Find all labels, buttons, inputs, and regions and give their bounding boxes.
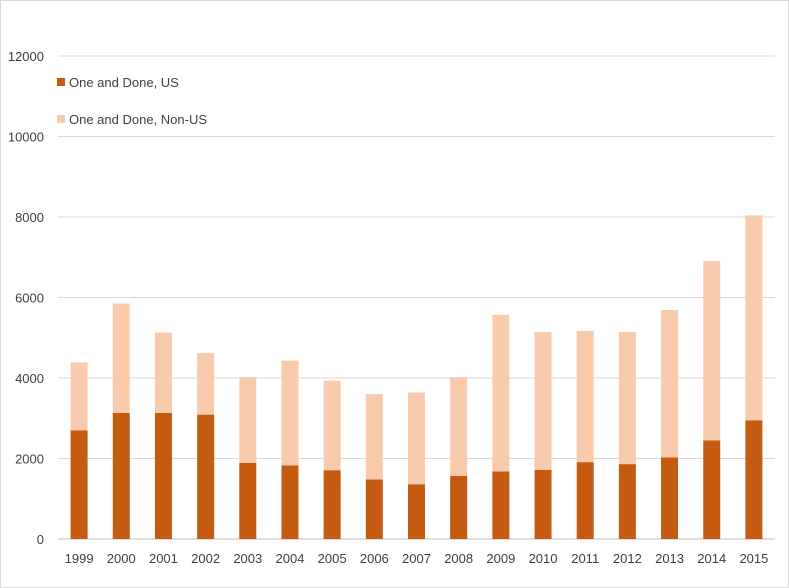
x-tick-label: 2009 (486, 551, 515, 566)
bar-us[interactable] (197, 414, 215, 539)
x-tick-label: 2002 (191, 551, 220, 566)
bar-us[interactable] (450, 475, 468, 539)
bar-us[interactable] (618, 464, 636, 539)
legend: One and Done, US One and Done, Non-US (57, 75, 207, 127)
x-tick-label: 2008 (444, 551, 473, 566)
bar-non-us[interactable] (492, 314, 510, 472)
x-tick-label: 2013 (655, 551, 684, 566)
x-tick-label: 2010 (529, 551, 558, 566)
legend-label-us: One and Done, US (69, 75, 179, 90)
x-tick-label: 2005 (318, 551, 347, 566)
bar-us[interactable] (408, 484, 425, 539)
bar-non-us[interactable] (197, 353, 215, 415)
x-tick-label: 2007 (402, 551, 431, 566)
bar-non-us[interactable] (745, 215, 763, 421)
x-tick-label: 2014 (697, 551, 726, 566)
x-tick-label: 2012 (613, 551, 642, 566)
x-tick-label: 2004 (276, 551, 305, 566)
bar-us[interactable] (492, 471, 510, 539)
legend-swatch-us (57, 78, 65, 86)
legend-swatch-non-us (57, 115, 65, 123)
x-tick-label: 2006 (360, 551, 389, 566)
bar-us[interactable] (70, 430, 88, 539)
bar-non-us[interactable] (450, 377, 468, 476)
bar-us[interactable] (112, 413, 130, 539)
x-tick-label: 2011 (571, 551, 599, 566)
bar-us[interactable] (154, 413, 172, 539)
bar-non-us[interactable] (112, 303, 130, 414)
bar-non-us[interactable] (576, 330, 594, 463)
bar-non-us[interactable] (239, 377, 257, 463)
bar-non-us[interactable] (70, 362, 88, 431)
y-tick-label: 2000 (15, 452, 44, 467)
gridlines (58, 55, 775, 540)
bar-us[interactable] (534, 469, 552, 539)
bar-us[interactable] (323, 470, 341, 539)
bar-us[interactable] (661, 457, 679, 539)
y-tick-label: 10000 (8, 130, 44, 145)
bar-non-us[interactable] (703, 260, 721, 441)
bar-non-us[interactable] (534, 332, 552, 470)
bar-us[interactable] (365, 479, 383, 539)
bar-non-us[interactable] (618, 332, 636, 465)
x-tick-label: 1999 (65, 551, 94, 566)
y-tick-label: 12000 (8, 49, 44, 64)
bar-non-us[interactable] (323, 380, 341, 471)
bar-non-us[interactable] (408, 392, 425, 485)
x-tick-label: 2015 (739, 551, 768, 566)
bar-non-us[interactable] (661, 309, 679, 458)
x-tick-label: 2001 (149, 551, 178, 566)
y-tick-label: 6000 (15, 291, 44, 306)
y-tick-label: 4000 (15, 371, 44, 386)
bar-us[interactable] (745, 420, 763, 539)
x-axis: 1999 2000 2001 2002 2003 2004 2005 2006 2007 2008… (65, 551, 769, 566)
legend-item-non-us[interactable]: One and Done, Non-US (57, 112, 207, 127)
bar-us[interactable] (281, 465, 299, 539)
x-tick-label: 2003 (233, 551, 262, 566)
legend-label-non-us: One and Done, Non-US (69, 112, 207, 127)
bar-us[interactable] (703, 440, 721, 539)
bar-non-us[interactable] (154, 332, 172, 414)
y-axis: 0 2000 4000 6000 8000 10000 12000 (8, 49, 44, 547)
x-tick-label: 2000 (107, 551, 136, 566)
bar-us[interactable] (576, 462, 594, 539)
bar-non-us[interactable] (281, 360, 299, 466)
bars (70, 215, 763, 539)
y-tick-label: 8000 (15, 210, 44, 225)
bar-us[interactable] (239, 462, 257, 539)
legend-item-us[interactable]: One and Done, US (57, 75, 179, 90)
bar-non-us[interactable] (365, 394, 383, 480)
y-tick-label: 0 (37, 532, 44, 547)
